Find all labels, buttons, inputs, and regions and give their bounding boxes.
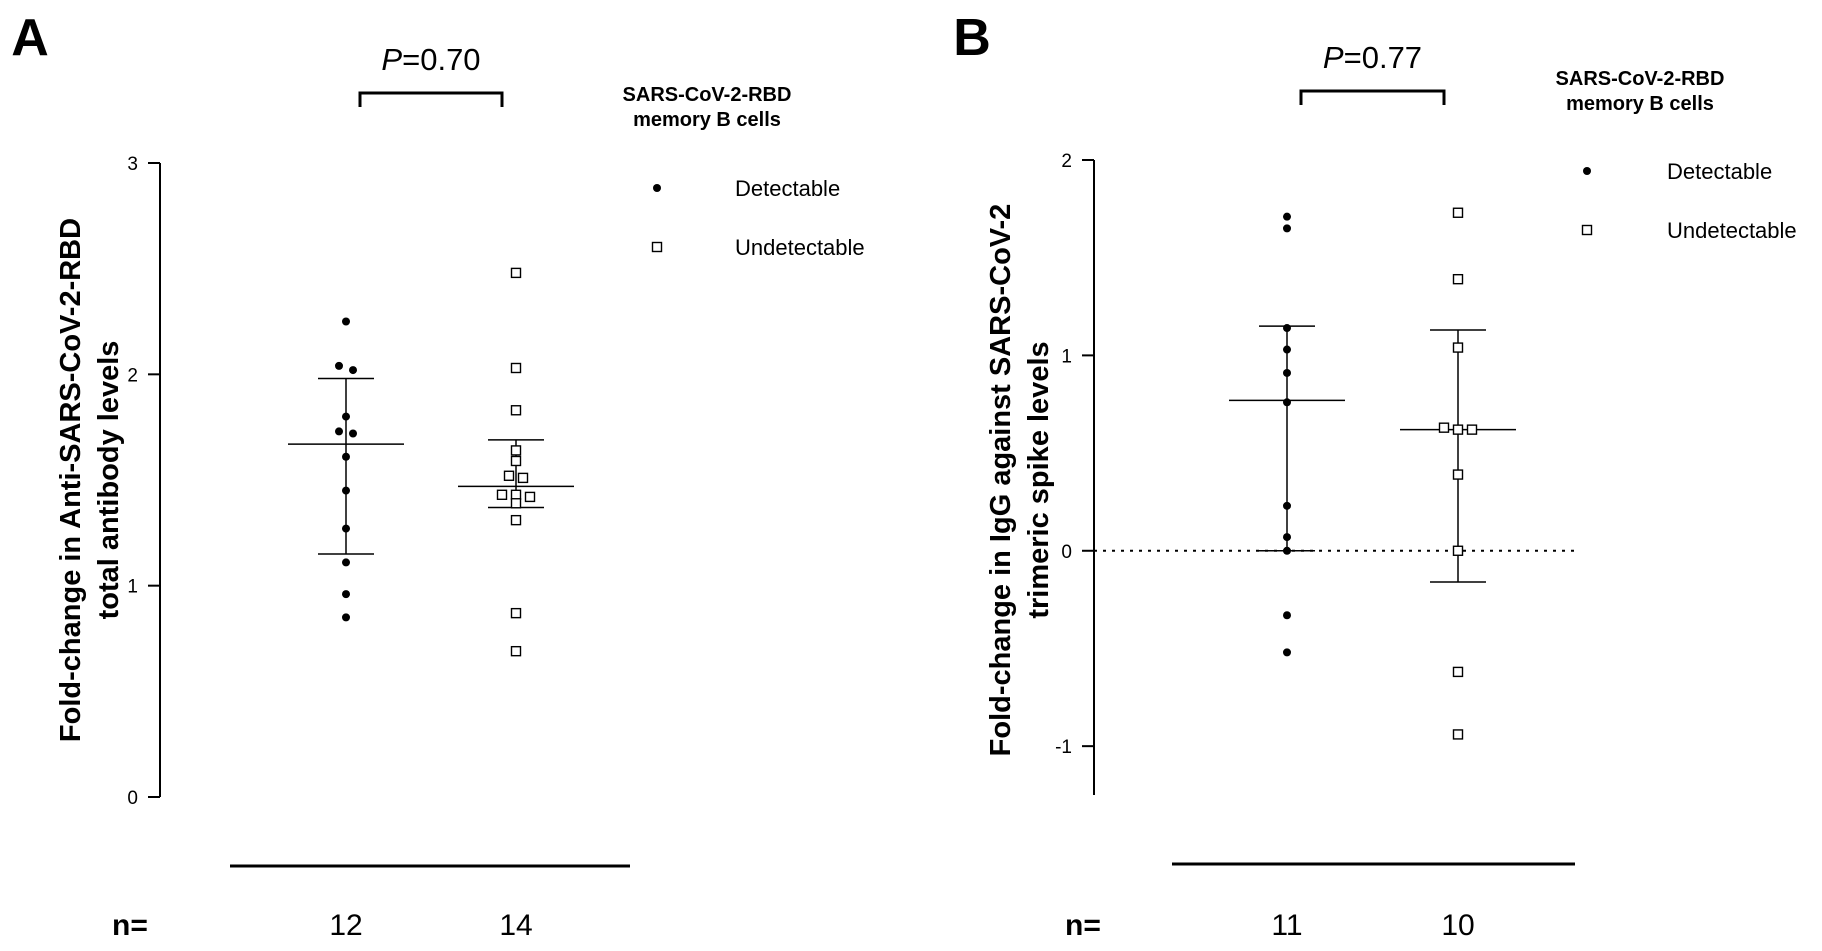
- data-point-detectable: [342, 558, 350, 567]
- data-point-detectable: [1283, 648, 1291, 657]
- data-point-detectable: [1283, 611, 1291, 620]
- data-point-undetectable: [503, 470, 515, 481]
- data-point-detectable: [342, 486, 350, 495]
- data-point-detectable: [1283, 345, 1291, 354]
- data-point-detectable: [1283, 324, 1291, 333]
- y-tick-label: 0: [1061, 542, 1072, 563]
- data-point-detectable: [349, 429, 357, 438]
- y-tick-label: 0: [127, 788, 138, 809]
- legend-title-line2: memory B cells: [1566, 93, 1714, 115]
- data-point-detectable: [349, 366, 357, 375]
- significance-bracket: [358, 91, 504, 107]
- y-axis-label: Fold-change in IgG against SARS-CoV-2: [985, 204, 1017, 757]
- data-point-undetectable: [510, 514, 522, 526]
- n-count: 11: [1271, 909, 1302, 942]
- n-label: n=: [112, 909, 148, 942]
- y-axis-label-line1: Fold-change in IgG against SARS-CoV-2: [985, 204, 1017, 757]
- data-point-detectable: [335, 427, 343, 436]
- data-point-undetectable: [496, 489, 508, 500]
- data-point-undetectable: [1452, 545, 1464, 556]
- data-point-undetectable: [510, 645, 522, 657]
- data-point-undetectable: [510, 489, 522, 500]
- data-point-undetectable: [510, 498, 522, 509]
- data-point-detectable: [1283, 546, 1291, 555]
- y-tick-label: 2: [1061, 151, 1072, 172]
- data-point-detectable: [342, 590, 350, 599]
- significance-bracket: [1299, 89, 1446, 105]
- data-point-undetectable: [1452, 273, 1464, 285]
- data-point-detectable: [1283, 212, 1291, 221]
- panel-b: B -1 0 1 2 Fold-change in IgG against SARS-Co…: [953, 9, 1796, 942]
- y-tick-label: 2: [127, 365, 138, 386]
- y-axis-label-line2: total antibody levels: [93, 341, 125, 620]
- data-point-detectable: [1283, 501, 1291, 510]
- data-point-undetectable: [1452, 342, 1464, 353]
- legend-label-detectable: Detectable: [735, 176, 840, 201]
- data-point-detectable: [1283, 224, 1291, 233]
- data-point-undetectable: [1452, 666, 1464, 678]
- y-tick-label: 1: [127, 577, 138, 598]
- data-point-undetectable: [1452, 469, 1464, 480]
- data-point-undetectable: [1438, 422, 1450, 433]
- data-point-detectable: [342, 317, 350, 326]
- data-point-detectable: [1283, 533, 1291, 542]
- data-point-undetectable: [1466, 424, 1478, 435]
- data-point-undetectable: [510, 607, 522, 619]
- p-value-symbol: P: [381, 42, 402, 77]
- legend-marker-detectable: [1583, 167, 1591, 175]
- data-point-undetectable: [517, 472, 529, 484]
- data-point-detectable: [342, 452, 350, 461]
- data-point-detectable: [342, 524, 350, 533]
- data-point-undetectable: [524, 491, 536, 503]
- y-axis-label-2: trimeric spike levels: [1023, 341, 1055, 618]
- data-point-detectable: [342, 412, 350, 421]
- y-axis-label-line1: Fold-change in Anti-SARS-CoV-2-RBD: [55, 218, 87, 742]
- legend-title-line1: SARS-CoV-2-RBD: [623, 84, 792, 106]
- n-count: 12: [329, 909, 362, 942]
- n-count: 10: [1441, 909, 1474, 942]
- p-value: P=0.77: [1323, 40, 1422, 75]
- legend-marker-undetectable: [1581, 224, 1593, 236]
- y-axis-label-line2: trimeric spike levels: [1023, 341, 1055, 618]
- p-value-symbol: P: [1323, 40, 1344, 75]
- data-point-undetectable: [1452, 207, 1464, 218]
- legend-marker-detectable: [653, 184, 661, 192]
- y-tick-label: -1: [1055, 737, 1072, 758]
- n-count: 14: [499, 909, 532, 942]
- data-point-undetectable: [1452, 424, 1464, 435]
- legend-marker-undetectable: [651, 241, 663, 253]
- n-label: n=: [1065, 909, 1101, 942]
- legend-title-line2: memory B cells: [633, 109, 781, 131]
- panel-label: B: [953, 9, 991, 67]
- data-point-undetectable: [510, 445, 522, 456]
- legend-label-detectable: Detectable: [1667, 159, 1772, 184]
- p-value-number: =0.70: [402, 42, 480, 77]
- data-point-undetectable: [510, 267, 522, 279]
- legend-title-line1: SARS-CoV-2-RBD: [1556, 68, 1725, 90]
- data-point-detectable: [335, 361, 343, 370]
- data-point-detectable: [342, 613, 350, 622]
- data-point-undetectable: [510, 455, 522, 467]
- data-point-undetectable: [510, 405, 522, 416]
- p-value-number: =0.77: [1344, 40, 1422, 75]
- y-tick-label: 3: [127, 154, 138, 175]
- data-point-undetectable: [510, 362, 522, 374]
- legend-label-undetectable: Undetectable: [735, 235, 865, 260]
- panel-label: A: [11, 9, 49, 67]
- p-value: P=0.70: [381, 42, 480, 77]
- data-point-undetectable: [1452, 729, 1464, 740]
- y-tick-label: 1: [1061, 346, 1072, 367]
- y-axis-label: Fold-change in Anti-SARS-CoV-2-RBD: [55, 218, 87, 742]
- legend-label-undetectable: Undetectable: [1667, 218, 1797, 243]
- data-point-detectable: [1283, 398, 1291, 407]
- y-axis-label-2: total antibody levels: [93, 341, 125, 620]
- data-point-detectable: [1283, 368, 1291, 377]
